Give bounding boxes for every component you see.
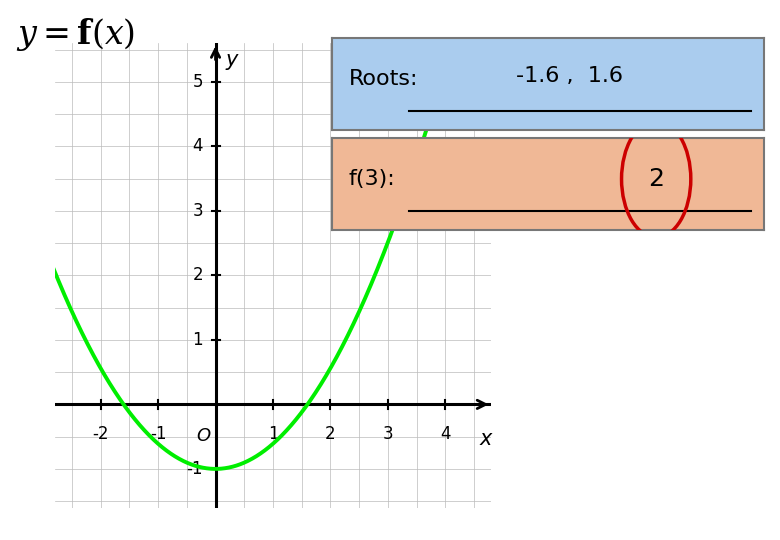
Text: -1: -1 bbox=[150, 425, 166, 443]
Text: O: O bbox=[196, 427, 210, 445]
Text: f(3):: f(3): bbox=[349, 169, 395, 189]
Text: 4: 4 bbox=[193, 137, 203, 156]
Text: 5: 5 bbox=[193, 73, 203, 91]
Text: 2: 2 bbox=[192, 266, 203, 285]
Text: $y = \mathbf{f}(x)$: $y = \mathbf{f}(x)$ bbox=[16, 16, 135, 53]
Text: -1: -1 bbox=[186, 460, 203, 478]
Text: -1.6 ,  1.6: -1.6 , 1.6 bbox=[516, 66, 623, 86]
Text: x: x bbox=[480, 429, 492, 449]
Text: Roots:: Roots: bbox=[349, 69, 418, 89]
Text: 3: 3 bbox=[192, 202, 203, 220]
Text: -2: -2 bbox=[92, 425, 109, 443]
Text: 4: 4 bbox=[440, 425, 451, 443]
Text: 2: 2 bbox=[325, 425, 335, 443]
Text: y: y bbox=[226, 50, 238, 70]
Text: 2: 2 bbox=[648, 167, 665, 191]
Text: 3: 3 bbox=[383, 425, 393, 443]
Text: 1: 1 bbox=[268, 425, 278, 443]
Text: 1: 1 bbox=[192, 331, 203, 349]
